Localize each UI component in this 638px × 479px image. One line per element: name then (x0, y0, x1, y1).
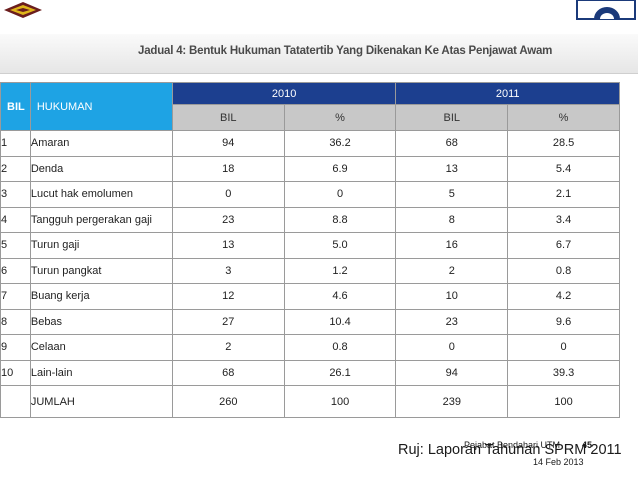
table-row: 9 Celaan 2 0.8 0 0 (0, 334, 620, 361)
row-number: 9 (0, 334, 31, 361)
row-bil2010: 23 (171, 206, 285, 233)
row-bil2010: 68 (171, 359, 285, 386)
page-number: 45 (582, 440, 593, 450)
header-bil: BIL (0, 82, 31, 131)
row-hukuman: Lucut hak emolumen (29, 181, 173, 208)
row-bil2011: 8 (395, 206, 509, 233)
subheader-pct-2010: % (283, 104, 397, 131)
row-pct2011: 5.4 (507, 155, 620, 182)
row-pct2011: 4.2 (507, 283, 620, 310)
row-hukuman: Denda (29, 155, 173, 182)
footer-date: 14 Feb 2013 (533, 457, 584, 467)
row-pct2010: 5.0 (283, 232, 397, 259)
row-bil2011: 0 (395, 334, 509, 361)
table-row: 5 Turun gaji 13 5.0 16 6.7 (0, 232, 620, 259)
footer-office: Pejabat Bendahari UTM (464, 440, 561, 450)
row-hukuman: Celaan (29, 334, 173, 361)
row-bil2011: 10 (395, 283, 509, 310)
row-pct2010: 6.9 (283, 155, 397, 182)
row-bil2011: 68 (395, 130, 509, 157)
row-bil2011: 5 (395, 181, 509, 208)
subheader-bil-2011: BIL (395, 104, 509, 131)
row-number: 1 (0, 130, 31, 157)
row-pct2010: 8.8 (283, 206, 397, 233)
row-bil2010: 94 (171, 130, 285, 157)
row-pct2011: 28.5 (507, 130, 620, 157)
row-hukuman: Lain-lain (29, 359, 173, 386)
row-pct2010: 10.4 (283, 308, 397, 335)
row-hukuman: Amaran (29, 130, 173, 157)
row-hukuman: Turun pangkat (29, 257, 173, 284)
row-pct2010: 0 (283, 181, 397, 208)
row-pct2010: 26.1 (283, 359, 397, 386)
row-hukuman: Turun gaji (29, 232, 173, 259)
top-strip (0, 0, 638, 20)
table-row: 8 Bebas 27 10.4 23 9.6 (0, 308, 620, 335)
row-bil2011: 2 (395, 257, 509, 284)
table-row: 7 Buang kerja 12 4.6 10 4.2 (0, 283, 620, 310)
table-row: 2 Denda 18 6.9 13 5.4 (0, 155, 620, 182)
total-row: JUMLAH 260 100 239 100 (0, 385, 620, 418)
table-caption: Jadual 4: Bentuk Hukuman Tatatertib Yang… (138, 45, 553, 57)
row-pct2011: 9.6 (507, 308, 620, 335)
total-bil-2010: 260 (171, 385, 285, 418)
header-year-2011: 2011 (395, 82, 620, 105)
row-bil2011: 13 (395, 155, 509, 182)
total-label: JUMLAH (29, 385, 173, 418)
row-number: 5 (0, 232, 31, 259)
row-pct2011: 3.4 (507, 206, 620, 233)
row-pct2010: 36.2 (283, 130, 397, 157)
header-hukuman: HUKUMAN (29, 82, 173, 131)
table-row: 1 Amaran 94 36.2 68 28.5 (0, 130, 620, 157)
row-number: 8 (0, 308, 31, 335)
row-bil2010: 0 (171, 181, 285, 208)
row-pct2011: 0 (507, 334, 620, 361)
row-number: 2 (0, 155, 31, 182)
row-number: 7 (0, 283, 31, 310)
university-logo-icon (0, 0, 46, 20)
row-bil2010: 2 (171, 334, 285, 361)
row-pct2010: 0.8 (283, 334, 397, 361)
header-year-2010: 2010 (171, 82, 397, 105)
source-reference: Ruj: Laporan Tahunan SPRM 2011 (398, 442, 622, 458)
row-hukuman: Bebas (29, 308, 173, 335)
row-number: 6 (0, 257, 31, 284)
row-pct2010: 4.6 (283, 283, 397, 310)
total-pct-2010: 100 (283, 385, 397, 418)
row-bil2010: 3 (171, 257, 285, 284)
row-hukuman: Buang kerja (29, 283, 173, 310)
row-bil2010: 18 (171, 155, 285, 182)
row-pct2011: 0.8 (507, 257, 620, 284)
row-bil2010: 13 (171, 232, 285, 259)
total-bil-2011: 239 (395, 385, 509, 418)
partner-logo-icon (576, 0, 636, 20)
total-pct-2011: 100 (507, 385, 620, 418)
row-number: 4 (0, 206, 31, 233)
subheader-bil-2010: BIL (171, 104, 285, 131)
row-bil2010: 27 (171, 308, 285, 335)
row-pct2011: 6.7 (507, 232, 620, 259)
row-bil2011: 23 (395, 308, 509, 335)
row-pct2010: 1.2 (283, 257, 397, 284)
row-number: 10 (0, 359, 31, 386)
row-bil2011: 94 (395, 359, 509, 386)
table-row: 10 Lain-lain 68 26.1 94 39.3 (0, 359, 620, 386)
subheader-pct-2011: % (507, 104, 620, 131)
punishment-table: BIL HUKUMAN 2010 2011 BIL % BIL % 1 Amara… (0, 82, 620, 418)
row-hukuman: Tangguh pergerakan gaji (29, 206, 173, 233)
row-pct2011: 39.3 (507, 359, 620, 386)
row-pct2011: 2.1 (507, 181, 620, 208)
row-bil2010: 12 (171, 283, 285, 310)
row-bil2011: 16 (395, 232, 509, 259)
caption-bar (0, 34, 638, 74)
table-row: 3 Lucut hak emolumen 0 0 5 2.1 (0, 181, 620, 208)
table-row: 4 Tangguh pergerakan gaji 23 8.8 8 3.4 (0, 206, 620, 233)
table-row: 6 Turun pangkat 3 1.2 2 0.8 (0, 257, 620, 284)
row-number: 3 (0, 181, 31, 208)
total-no-cell (0, 385, 31, 418)
